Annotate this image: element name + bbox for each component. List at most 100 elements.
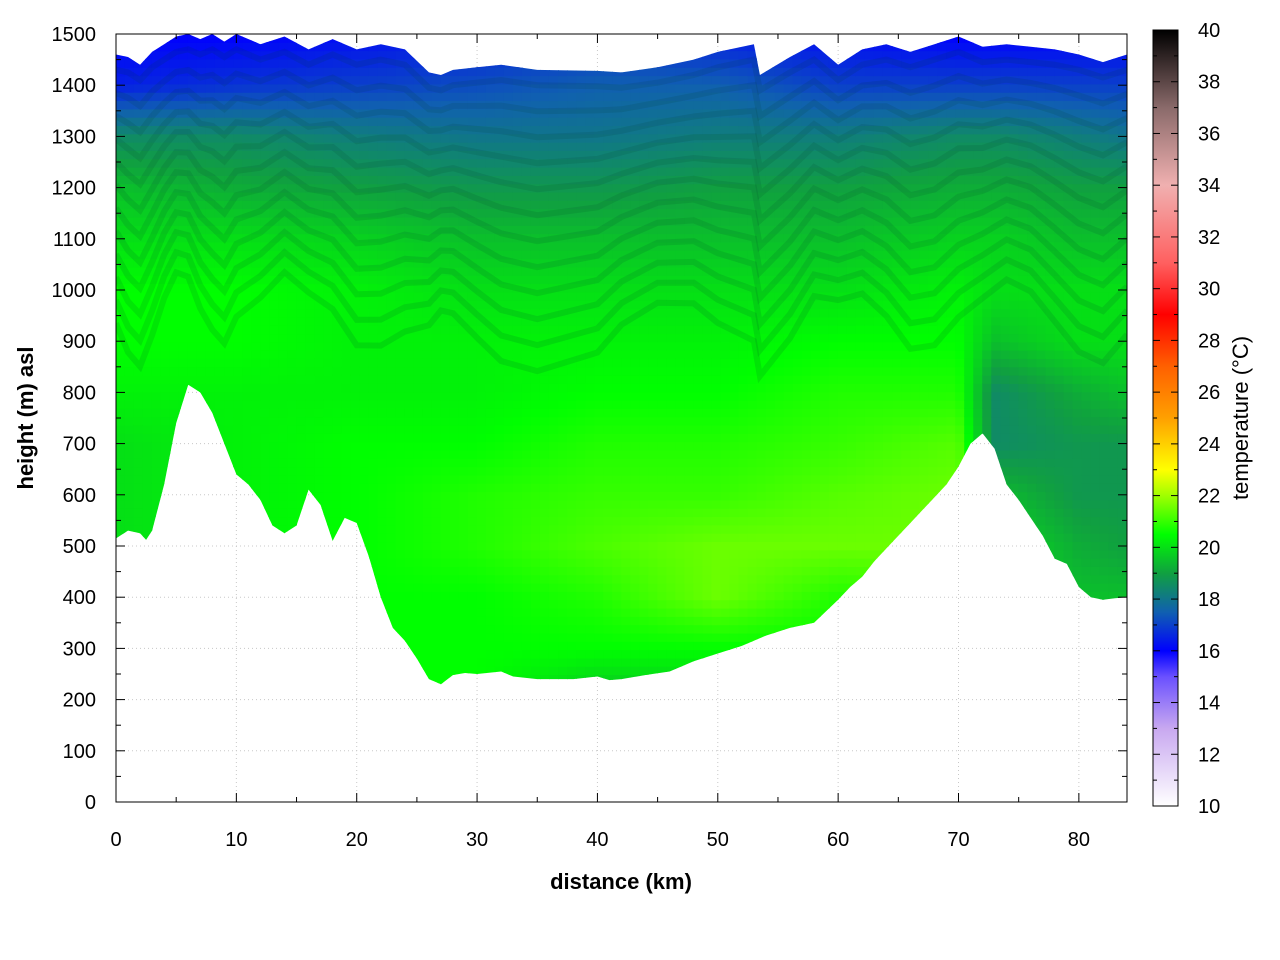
field-cell <box>467 366 478 376</box>
field-cell <box>368 200 379 210</box>
field-cell <box>503 200 514 210</box>
field-cell <box>350 349 361 359</box>
field-cell <box>305 632 316 642</box>
field-cell <box>314 474 325 484</box>
field-cell <box>205 591 216 601</box>
field-cell <box>214 125 225 135</box>
field-cell <box>196 624 207 634</box>
field-cell <box>269 449 279 459</box>
field-cell <box>187 366 198 376</box>
field-cell <box>395 299 406 310</box>
field-cell <box>648 191 659 201</box>
field-cell <box>467 75 478 85</box>
field-cell <box>512 674 523 684</box>
field-cell <box>287 624 298 634</box>
field-cell <box>296 316 307 326</box>
field-cell <box>314 416 325 426</box>
field-cell <box>422 557 433 567</box>
field-cell <box>621 607 632 617</box>
field-cell <box>512 141 523 151</box>
field-cell <box>287 366 298 376</box>
field-cell <box>350 208 361 218</box>
field-cell <box>422 674 433 684</box>
field-cell <box>160 541 171 551</box>
field-cell <box>630 408 641 418</box>
field-cell <box>521 108 532 118</box>
field-cell <box>548 183 559 193</box>
field-cell <box>548 549 559 559</box>
field-cell <box>178 299 189 310</box>
field-cell <box>476 341 487 351</box>
field-cell <box>332 674 343 684</box>
field-cell <box>395 34 406 43</box>
field-cell <box>116 175 126 185</box>
field-cell <box>269 566 279 576</box>
field-cell <box>530 299 541 310</box>
field-cell <box>305 308 316 318</box>
field-cell <box>151 449 162 459</box>
field-cell <box>151 657 162 667</box>
field-cell <box>548 582 559 592</box>
field-cell <box>440 574 451 584</box>
field-cell <box>558 524 568 534</box>
field-cell <box>296 150 307 160</box>
field-cell <box>567 191 577 201</box>
field-cell <box>512 616 523 626</box>
field-cell <box>404 399 415 409</box>
field-cell <box>630 299 641 310</box>
field-cell <box>630 175 641 185</box>
field-cell <box>278 116 289 127</box>
field-cell <box>233 541 243 551</box>
field-cell <box>169 299 180 310</box>
field-cell <box>612 408 622 418</box>
field-cell <box>648 607 659 617</box>
field-cell <box>214 391 225 401</box>
field-cell <box>612 383 622 393</box>
field-cell <box>124 674 135 684</box>
field-cell <box>251 150 261 160</box>
field-cell <box>314 516 325 526</box>
field-cell <box>178 83 189 93</box>
field-cell <box>594 557 604 567</box>
field-cell <box>386 66 397 77</box>
field-cell <box>558 424 568 434</box>
field-cell <box>287 607 298 617</box>
field-cell <box>521 441 532 451</box>
field-cell <box>278 50 289 60</box>
field-cell <box>612 42 622 52</box>
field-cell <box>639 316 650 326</box>
field-cell <box>413 532 424 543</box>
field-cell <box>440 599 451 609</box>
field-cell <box>503 133 514 143</box>
field-cell <box>377 358 388 368</box>
field-cell <box>657 574 668 584</box>
field-cell <box>341 183 352 193</box>
field-cell <box>657 183 668 193</box>
field-cell <box>594 250 604 260</box>
field-cell <box>151 258 162 268</box>
field-cell <box>377 524 388 534</box>
field-cell <box>585 399 595 409</box>
field-cell <box>196 682 207 685</box>
field-cell <box>467 83 478 93</box>
field-cell <box>413 408 424 418</box>
field-cell <box>278 616 289 626</box>
field-cell <box>116 216 126 226</box>
field-cell <box>214 607 225 617</box>
field-cell <box>530 258 541 268</box>
field-cell <box>585 291 595 301</box>
field-cell <box>530 324 541 335</box>
field-cell <box>224 258 234 268</box>
field-cell <box>485 607 496 617</box>
field-cell <box>630 449 641 459</box>
field-cell <box>449 391 460 401</box>
field-cell <box>648 458 659 468</box>
field-cell <box>133 100 144 110</box>
field-cell <box>133 532 144 543</box>
field-cell <box>413 358 424 368</box>
field-cell <box>196 666 207 676</box>
field-cell <box>323 274 334 285</box>
field-cell <box>269 91 279 102</box>
field-cell <box>350 366 361 376</box>
field-cell <box>395 141 406 151</box>
